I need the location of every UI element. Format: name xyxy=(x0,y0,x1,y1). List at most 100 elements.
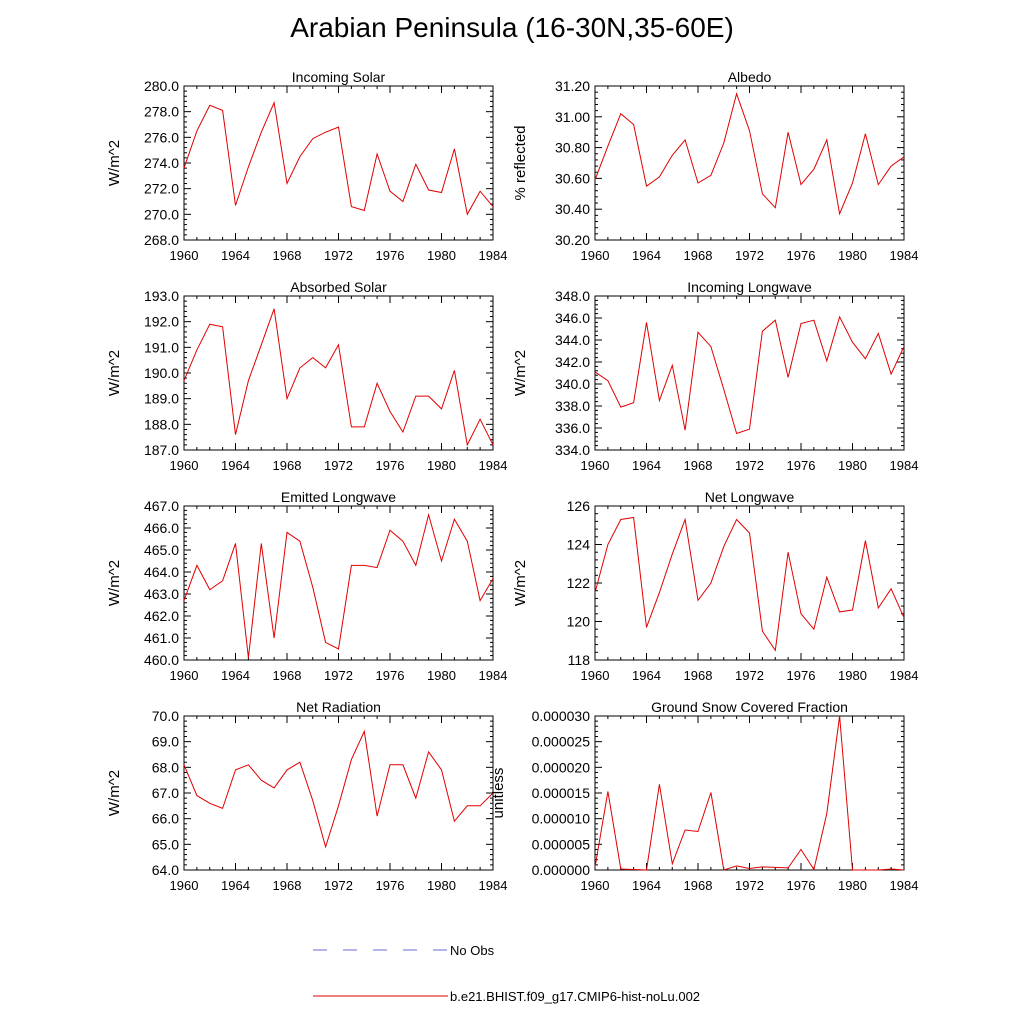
x-tick-label: 1980 xyxy=(838,878,867,893)
y-tick-label: 280.0 xyxy=(144,78,179,94)
figure-title: Arabian Peninsula (16-30N,35-60E) xyxy=(290,12,734,43)
x-tick-label: 1976 xyxy=(787,458,816,473)
panel-title: Net Radiation xyxy=(296,699,381,715)
y-tick-label: 0.000025 xyxy=(532,734,591,750)
y-axis-label: W/m^2 xyxy=(512,560,529,606)
y-tick-label: 467.0 xyxy=(144,498,179,514)
x-tick-label: 1960 xyxy=(170,878,199,893)
y-tick-label: 270.0 xyxy=(144,206,179,222)
x-tick-label: 1968 xyxy=(273,668,302,683)
series-line xyxy=(183,308,494,447)
chart-panel-6: 1960 1964 1968 1972 1976 1980 1984 64.0 65.0 66.0… xyxy=(106,699,507,893)
x-tick-label: 1980 xyxy=(838,668,867,683)
panel-title: Albedo xyxy=(728,69,772,85)
x-tick-label: 1968 xyxy=(684,458,713,473)
y-tick-label: 340.0 xyxy=(555,376,590,392)
panel-title: Incoming Longwave xyxy=(687,279,812,295)
y-tick-label: 465.0 xyxy=(144,542,179,558)
y-tick-label: 461.0 xyxy=(144,630,179,646)
x-tick-label: 1964 xyxy=(221,458,250,473)
y-tick-label: 463.0 xyxy=(144,586,179,602)
x-tick-label: 1980 xyxy=(427,668,456,683)
x-tick-label: 1964 xyxy=(632,878,661,893)
x-tick-label: 1984 xyxy=(479,458,508,473)
y-tick-label: 31.00 xyxy=(555,109,590,125)
y-axis-label: W/m^2 xyxy=(512,350,529,396)
x-tick-label: 1968 xyxy=(684,668,713,683)
x-tick-label: 1984 xyxy=(890,878,919,893)
x-tick-label: 1980 xyxy=(838,458,867,473)
panel-title: Net Longwave xyxy=(705,489,795,505)
y-axis-label: W/m^2 xyxy=(106,140,123,186)
y-tick-label: 276.0 xyxy=(144,129,179,145)
y-tick-label: 69.0 xyxy=(152,734,179,750)
chart-panel-3: 1960 1964 1968 1972 1976 1980 1984 334.0 336.0 33… xyxy=(512,279,918,473)
x-tick-label: 1968 xyxy=(273,878,302,893)
y-tick-label: 274.0 xyxy=(144,155,179,171)
y-tick-label: 124 xyxy=(567,537,591,553)
y-tick-label: 30.60 xyxy=(555,170,590,186)
x-tick-label: 1976 xyxy=(787,248,816,263)
legend-no-obs-label: No Obs xyxy=(450,943,495,958)
series-line xyxy=(183,729,494,849)
x-tick-label: 1976 xyxy=(376,248,405,263)
y-tick-label: 189.0 xyxy=(144,391,179,407)
x-tick-label: 1968 xyxy=(684,878,713,893)
x-tick-label: 1960 xyxy=(581,458,610,473)
x-tick-label: 1980 xyxy=(838,248,867,263)
y-tick-label: 0.000030 xyxy=(532,708,591,724)
y-tick-label: 64.0 xyxy=(152,862,179,878)
x-tick-label: 1960 xyxy=(170,458,199,473)
y-axis-label: % reflected xyxy=(512,125,529,200)
y-tick-label: 68.0 xyxy=(152,759,179,775)
series-line xyxy=(183,100,494,216)
x-tick-label: 1976 xyxy=(787,668,816,683)
x-tick-label: 1984 xyxy=(890,248,919,263)
x-tick-label: 1960 xyxy=(581,878,610,893)
y-tick-label: 66.0 xyxy=(152,811,179,827)
x-tick-label: 1980 xyxy=(427,248,456,263)
x-tick-label: 1972 xyxy=(735,458,764,473)
x-tick-label: 1964 xyxy=(221,248,250,263)
y-axis-label: W/m^2 xyxy=(106,560,123,606)
x-tick-label: 1964 xyxy=(221,878,250,893)
y-tick-label: 65.0 xyxy=(152,836,179,852)
series-line xyxy=(594,91,905,216)
series-line xyxy=(183,512,494,658)
x-tick-label: 1972 xyxy=(324,458,353,473)
y-tick-label: 70.0 xyxy=(152,708,179,724)
y-axis-label: unitless xyxy=(490,768,507,819)
y-tick-label: 338.0 xyxy=(555,398,590,414)
y-tick-label: 192.0 xyxy=(144,314,179,330)
x-tick-label: 1976 xyxy=(376,878,405,893)
x-tick-label: 1964 xyxy=(632,248,661,263)
y-tick-label: 0.000005 xyxy=(532,836,591,852)
y-tick-label: 191.0 xyxy=(144,339,179,355)
plot-frame xyxy=(594,715,905,871)
legend-model-label: b.e21.BHIST.f09_g17.CMIP6-hist-noLu.002 xyxy=(450,989,700,1004)
y-tick-label: 30.40 xyxy=(555,201,590,217)
y-tick-label: 30.20 xyxy=(555,232,590,248)
x-tick-label: 1984 xyxy=(479,248,508,263)
y-tick-label: 464.0 xyxy=(144,564,179,580)
x-tick-label: 1964 xyxy=(221,668,250,683)
x-tick-label: 1964 xyxy=(632,668,661,683)
x-tick-label: 1972 xyxy=(735,878,764,893)
y-tick-label: 336.0 xyxy=(555,420,590,436)
series-line xyxy=(594,516,905,652)
y-tick-label: 268.0 xyxy=(144,232,179,248)
x-tick-label: 1984 xyxy=(890,458,919,473)
x-tick-label: 1964 xyxy=(632,458,661,473)
y-axis-label: W/m^2 xyxy=(106,350,123,396)
y-tick-label: 67.0 xyxy=(152,785,179,801)
x-tick-label: 1972 xyxy=(324,248,353,263)
x-tick-label: 1960 xyxy=(581,668,610,683)
y-tick-label: 460.0 xyxy=(144,652,179,668)
x-tick-label: 1984 xyxy=(479,668,508,683)
chart-panel-2: 1960 1964 1968 1972 1976 1980 1984 187.0 188.0 18… xyxy=(106,279,507,473)
y-tick-label: 118 xyxy=(568,652,591,668)
y-tick-label: 466.0 xyxy=(144,520,179,536)
panel-title: Emitted Longwave xyxy=(281,489,396,505)
y-tick-label: 122 xyxy=(567,575,591,591)
plot-frame xyxy=(183,505,494,661)
